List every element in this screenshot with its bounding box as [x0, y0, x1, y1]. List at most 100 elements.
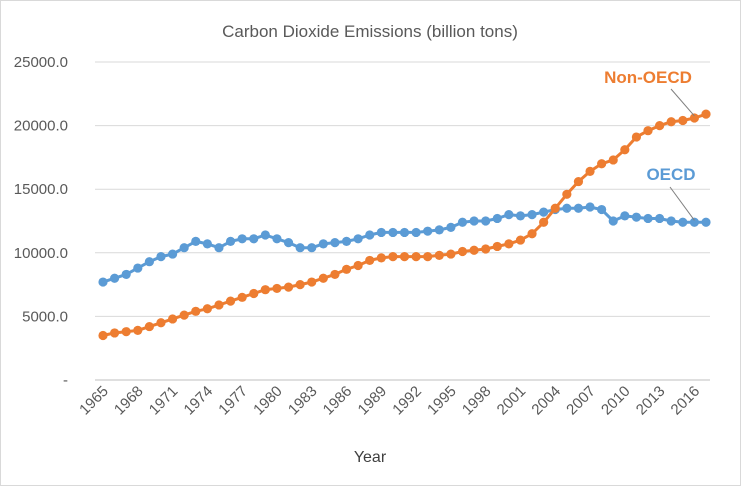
data-point: [655, 213, 665, 224]
data-point: [225, 236, 236, 246]
data-point: [341, 236, 352, 246]
data-point: [376, 253, 386, 263]
data-point: [283, 238, 294, 248]
data-point: [156, 252, 166, 262]
y-tick-label: 25000.0: [14, 54, 68, 71]
data-point: [643, 213, 653, 224]
data-point: [515, 211, 526, 221]
data-point: [689, 217, 700, 227]
data-point: [620, 145, 630, 155]
data-point: [689, 113, 700, 123]
series-non-oecd: [98, 109, 711, 341]
data-point: [423, 226, 433, 236]
data-point: [434, 250, 444, 260]
y-tick-label: 15000.0: [14, 181, 68, 198]
data-point: [515, 235, 526, 245]
data-point: [631, 132, 642, 142]
data-point: [353, 234, 363, 244]
data-point: [678, 115, 688, 126]
data-point: [631, 212, 642, 222]
data-point: [388, 252, 398, 262]
data-point: [167, 314, 178, 324]
data-point: [121, 269, 131, 280]
data-point: [643, 126, 653, 136]
data-point: [307, 277, 317, 287]
data-point: [701, 109, 711, 119]
data-point: [330, 238, 340, 248]
data-point: [376, 227, 386, 238]
data-point: [655, 121, 665, 131]
y-axis-tick-labels: - 5000.0 10000.0 15000.0 20000.0 25000.0: [14, 54, 68, 389]
data-point: [527, 229, 537, 239]
data-point: [272, 234, 282, 244]
data-point: [666, 117, 676, 127]
data-point: [225, 296, 236, 306]
chart-title: Carbon Dioxide Emissions (billion tons): [222, 22, 518, 41]
y-tick-label: 20000.0: [14, 118, 68, 135]
data-point: [423, 252, 433, 262]
series-group: [98, 109, 711, 341]
data-point: [573, 176, 584, 187]
data-point: [492, 213, 502, 224]
data-point: [109, 273, 120, 283]
data-point: [249, 234, 259, 244]
data-point: [678, 217, 688, 227]
data-point: [191, 236, 201, 246]
data-point: [318, 239, 328, 249]
data-point: [179, 310, 189, 320]
data-point: [550, 203, 560, 213]
data-point: [666, 216, 676, 226]
data-point: [353, 260, 363, 271]
data-point: [504, 239, 514, 249]
data-point: [191, 306, 201, 316]
data-point: [434, 225, 444, 235]
data-point: [121, 327, 131, 337]
data-point: [457, 217, 468, 227]
data-point: [388, 227, 398, 238]
data-point: [620, 211, 630, 221]
data-point: [539, 207, 549, 217]
data-point: [539, 217, 549, 227]
y-tick-label: 10000.0: [14, 245, 68, 262]
data-point: [330, 269, 340, 280]
y-tick-label: -: [63, 372, 68, 389]
data-point: [411, 252, 421, 262]
data-point: [585, 166, 595, 176]
data-point: [237, 292, 247, 302]
data-point: [272, 283, 282, 294]
data-point: [260, 285, 270, 295]
data-point: [98, 277, 108, 287]
data-point: [608, 216, 618, 226]
x-axis-title: Year: [354, 449, 387, 466]
annotation-non-oecd: Non-OECD: [604, 68, 692, 87]
data-point: [597, 204, 607, 215]
gridlines: [95, 61, 710, 381]
data-point: [469, 216, 479, 226]
data-point: [608, 155, 618, 165]
series-oecd: [98, 202, 711, 287]
data-point: [492, 241, 502, 252]
data-point: [457, 246, 468, 257]
y-tick-label: 5000.0: [22, 308, 68, 325]
data-point: [260, 230, 270, 240]
annotations: Non-OECD OECD: [604, 68, 696, 221]
data-point: [202, 304, 212, 314]
data-point: [585, 202, 595, 212]
data-point: [133, 325, 143, 335]
data-point: [411, 227, 421, 238]
leader-line-non-oecd: [670, 88, 695, 117]
data-point: [214, 243, 224, 253]
data-point: [156, 318, 166, 328]
data-point: [179, 243, 189, 253]
data-point: [295, 243, 305, 253]
annotation-oecd: OECD: [646, 165, 695, 184]
data-point: [109, 328, 120, 338]
data-point: [481, 216, 491, 226]
leader-line-oecd: [669, 186, 695, 221]
data-point: [365, 230, 375, 240]
data-point: [399, 227, 410, 238]
data-point: [446, 249, 456, 259]
